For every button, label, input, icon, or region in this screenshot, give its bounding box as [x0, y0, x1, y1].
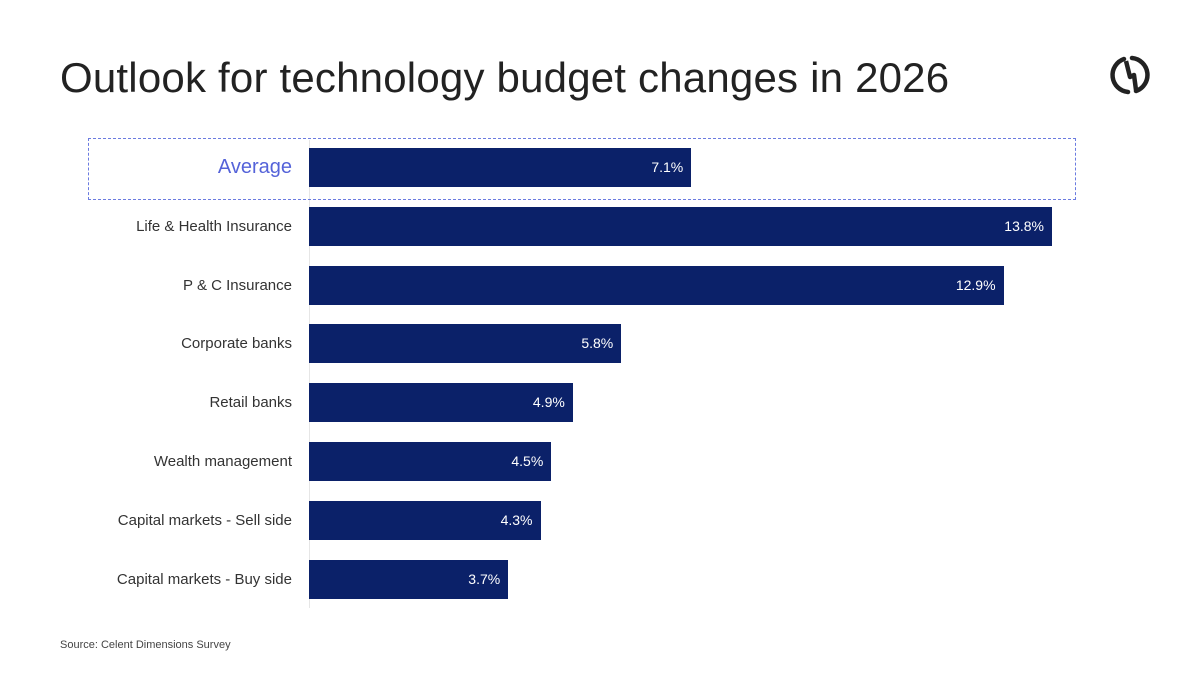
value-label: 4.9%	[532, 394, 565, 411]
bar: 3.7%	[309, 559, 509, 599]
value-label: 7.1%	[651, 159, 684, 175]
category-label: Wealth management	[153, 453, 292, 470]
celent-logo-icon	[1110, 55, 1150, 95]
average-highlight-box	[88, 138, 1076, 200]
source-note: Source: Celent Dimensions Survey	[60, 639, 231, 651]
bar: 5.8%	[309, 324, 622, 364]
category-label: Life & Health Insurance	[136, 217, 292, 235]
bar-row: Capital markets - Sell side 4.3%	[0, 500, 1200, 540]
bar: 4.3%	[309, 500, 541, 540]
category-label: Capital markets - Buy side	[116, 570, 292, 588]
value-label: 13.8%	[1004, 217, 1044, 234]
chart-title: Outlook for technology budget changes in…	[60, 54, 950, 101]
value-label: 3.7%	[468, 570, 501, 587]
bar-row: Capital markets - Buy side 3.7%	[0, 559, 1200, 599]
bar: 13.8%	[309, 206, 1052, 246]
bar-row: Retail banks 4.9%	[0, 383, 1200, 423]
category-label: Corporate banks	[181, 335, 292, 353]
category-label: P & C Insurance	[183, 276, 292, 294]
bar: 12.9%	[309, 265, 1004, 305]
category-label: Capital markets - Sell side	[117, 511, 292, 529]
value-label: 12.9%	[955, 276, 996, 293]
bar-row: P & C Insurance 12.9%	[0, 265, 1200, 305]
value-label: 4.5%	[511, 453, 544, 469]
bar-row: Life & Health Insurance 13.8%	[0, 206, 1200, 246]
category-label: Retail banks	[209, 394, 292, 412]
bar: 4.9%	[309, 383, 573, 423]
bar-row: Corporate banks 5.8%	[0, 324, 1200, 364]
value-label: 5.8%	[581, 335, 614, 352]
category-label: Average	[217, 156, 292, 178]
bar-row: Wealth management 4.5%	[0, 442, 1200, 481]
bar: 7.1%	[309, 148, 692, 187]
bar-row: Average 7.1%	[0, 148, 1200, 187]
value-label: 4.3%	[500, 511, 533, 528]
bar: 4.5%	[309, 442, 552, 481]
category-axis-line	[309, 140, 310, 608]
